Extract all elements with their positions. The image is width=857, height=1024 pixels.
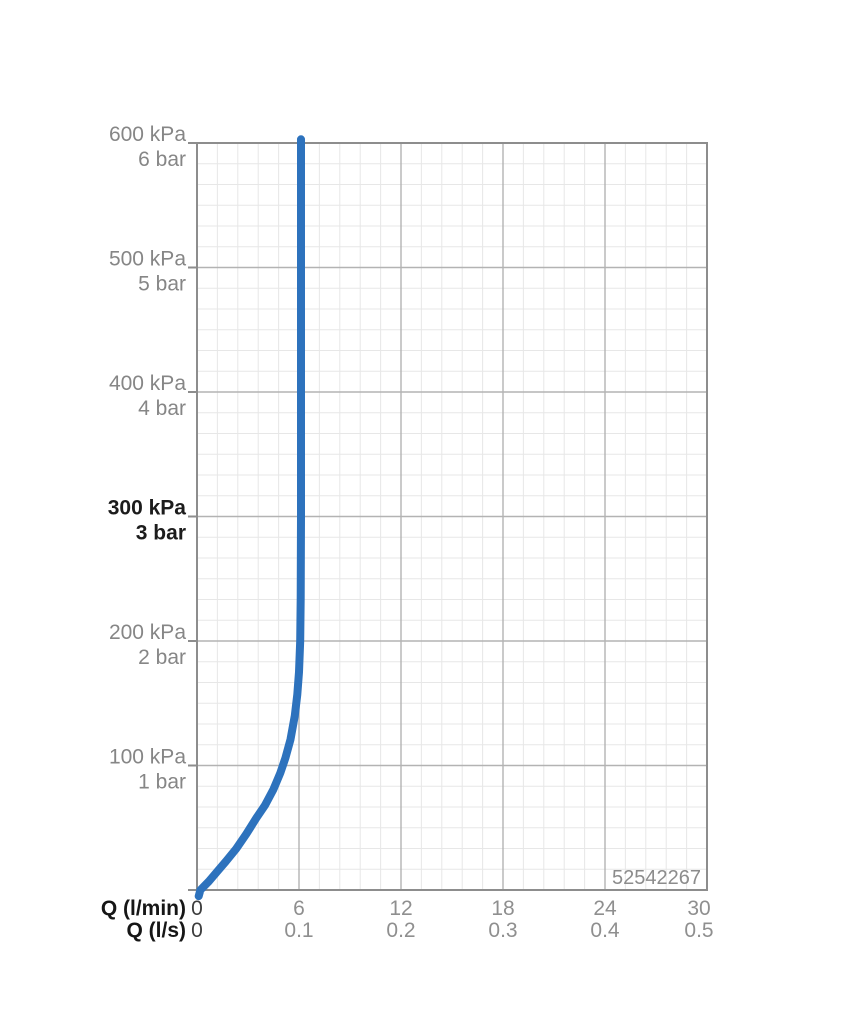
y-axis-tick-label-bar: 5 bar <box>138 273 186 296</box>
y-axis-tick-label-bar: 1 bar <box>138 771 186 794</box>
x-axis-tick-label-ls: 0.4 <box>590 919 620 942</box>
x-axis-tick-label-ls: 0 <box>191 919 203 942</box>
y-axis-tick-label-kpa: 100 kPa <box>109 746 186 769</box>
x-axis-secondary-unit-label: Q (l/s) <box>126 919 186 942</box>
y-axis-tick-label-kpa: 400 kPa <box>109 372 186 395</box>
y-axis-tick-label-kpa: 200 kPa <box>109 621 186 644</box>
x-axis-tick-label-lmin: 30 <box>687 897 710 920</box>
x-axis-tick-label-lmin: 0 <box>191 897 203 920</box>
flow-curve <box>194 135 305 901</box>
x-axis-tick-label-lmin: 24 <box>593 897 617 920</box>
y-axis-tick-label-bar: 4 bar <box>138 397 186 420</box>
product-number: 52542267 <box>612 867 701 889</box>
x-axis-primary-unit-label: Q (l/min) <box>101 897 186 920</box>
y-axis-tick-label-bar: 3 bar <box>136 522 186 545</box>
x-axis-tick-label-ls: 0.5 <box>684 919 713 942</box>
x-axis-tick-label-ls: 0.1 <box>284 919 313 942</box>
y-axis-tick-label-kpa: 500 kPa <box>109 248 186 271</box>
x-axis-tick-label-lmin: 18 <box>491 897 514 920</box>
y-axis-tick-label-bar: 2 bar <box>138 646 186 669</box>
x-axis-tick-label-lmin: 12 <box>389 897 412 920</box>
y-axis-tick-label-kpa: 600 kPa <box>109 123 186 146</box>
x-axis-tick-label-ls: 0.2 <box>386 919 415 942</box>
y-axis-tick-label-bar: 6 bar <box>138 148 186 171</box>
x-axis-tick-label-lmin: 6 <box>293 897 305 920</box>
x-axis-tick-label-ls: 0.3 <box>488 919 517 942</box>
y-axis-tick-label-kpa: 300 kPa <box>108 497 187 520</box>
